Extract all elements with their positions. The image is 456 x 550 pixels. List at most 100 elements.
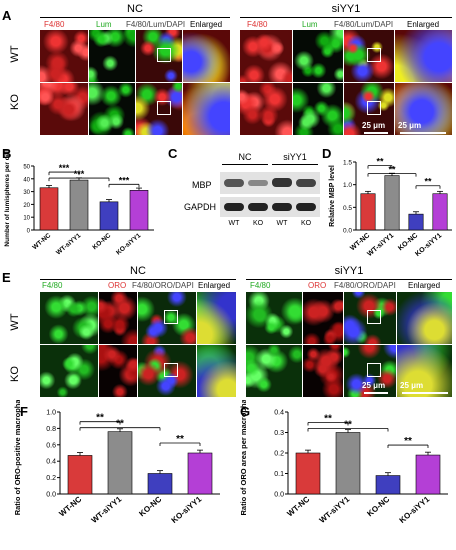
panel-label-b: B — [2, 146, 12, 161]
panel-g-y-tick-label-3: 0.3 — [274, 430, 284, 437]
panel-label-a: A — [2, 8, 12, 23]
panel-f-sig-label-1: ** — [116, 419, 124, 430]
panel-a-zoom-box-r1-c7 — [366, 48, 381, 63]
panel-c-band-label-gapdh: GAPDH — [184, 202, 217, 212]
panel-e-siyy1-channel-merge: F4/80/ORO/DAPI — [334, 281, 396, 290]
panel-b-y-tick-label-0: 0 — [27, 229, 31, 235]
panel-d-bar-wt-nc — [360, 193, 376, 231]
panel-d-y-tick-label-0: 0.0 — [343, 228, 352, 235]
panel-a-tile-r1-c6 — [293, 30, 343, 82]
panel-c-group-nc: NC — [238, 152, 252, 162]
panel-a-nc-channel-enlarged: Enlarged — [190, 20, 223, 29]
panel-b-x-label-1: WT-siYY1 — [55, 232, 82, 257]
panel-e-row-ko: KO — [9, 366, 21, 382]
panel-c-lane-4: KO — [300, 220, 312, 227]
panel-c-lane-2: KO — [252, 220, 264, 227]
panel-g-y-tick-label-0: 0.0 — [274, 492, 284, 499]
panel-e-tile-r1-c5 — [246, 292, 302, 344]
panel-f-bar-ko-nc — [147, 473, 173, 495]
panel-c-blot-mbp — [220, 172, 320, 194]
panel-a-tile-r2-c2 — [89, 83, 135, 135]
panel-a-group-siyy1-line — [240, 17, 452, 18]
panel-e-zoom-box-r2-c3 — [164, 363, 179, 378]
panel-a-tile-r2-c3 — [136, 83, 182, 135]
panel-f-x-label-0: WT-NC — [57, 494, 83, 518]
panel-e-siyy1-channel-oro: ORO — [308, 281, 327, 290]
panel-c-lane-3: WT — [276, 220, 288, 227]
panel-a-tile-r2-c7 — [344, 83, 394, 135]
panel-label-g: G — [240, 404, 251, 419]
panel-e-tile-r2-c4 — [197, 345, 236, 397]
panel-e-tile-r2-c1 — [40, 345, 98, 397]
panel-e-group-siyy1-line — [246, 279, 452, 280]
panel-e-siyy1-channel-f480: F4/80 — [250, 281, 271, 290]
panel-e-zoom-box-r1-c3 — [164, 310, 179, 325]
panel-b-y-tick-label-2: 20 — [23, 203, 30, 209]
panel-a-tile-r1-c1 — [40, 30, 88, 82]
panel-e-nc-channel-f480: F4/80 — [42, 281, 63, 290]
panel-e-scale-small-label: 25 μm — [362, 381, 386, 390]
panel-d-y-tick-label-3: 1.5 — [343, 160, 352, 167]
panel-e-nc-channel-oro: ORO — [108, 281, 127, 290]
panel-e-zoom-box-r1-c7 — [367, 310, 382, 325]
panel-a-row-ko: KO — [9, 94, 21, 110]
panel-c-group-siyy1: siYY1 — [283, 152, 307, 162]
panel-e-group-nc-line — [40, 279, 236, 280]
panel-f-y-tick-label-3: 0.6 — [46, 442, 56, 449]
panel-c-group-siyy1-line — [272, 164, 318, 165]
panel-a-tile-r2-c8 — [395, 83, 452, 135]
panel-a-zoom-box-r1-c3 — [156, 48, 171, 63]
panel-e-nc-channel-enlarged: Enlarged — [198, 281, 231, 290]
panel-g-sig-label-0: ** — [324, 414, 332, 425]
panel-b-y-tick-label-4: 40 — [23, 177, 30, 183]
panel-d-bar-ko-siyy1 — [432, 193, 448, 231]
panel-c-lane-1: WT — [228, 220, 240, 227]
panel-d-sig-label-1: ** — [388, 165, 396, 175]
panel-e-scale-small-bar — [364, 392, 388, 394]
panel-e-tile-r1-c8 — [397, 292, 452, 344]
panel-a-tile-r1-c5 — [240, 30, 292, 82]
panel-f-x-label-2: KO-NC — [137, 494, 163, 518]
panel-e-tile-r2-c2 — [99, 345, 137, 397]
panel-a-tile-r2-c4 — [183, 83, 230, 135]
panel-f-y-tick-label-0: 0.0 — [46, 492, 56, 499]
panel-b-y-tick-label-1: 10 — [23, 216, 30, 222]
panel-g-x-label-3: KO-siYY1 — [398, 494, 432, 525]
panel-b-x-label-2: KO-NC — [91, 232, 112, 251]
panel-b-sig-label-1: *** — [74, 169, 85, 179]
panel-c-blot-gapdh — [220, 197, 320, 217]
panel-b-x-label-0: WT-NC — [31, 232, 52, 251]
panel-g-y-tick-label-4: 0.4 — [274, 410, 284, 417]
panel-f-y-tick-label-2: 0.4 — [46, 459, 56, 466]
panel-b-bar-ko-nc — [99, 201, 119, 231]
panel-f-sig-label-2: ** — [176, 434, 184, 445]
panel-d-y-tick-label-1: 0.5 — [343, 205, 352, 212]
panel-b-sig-label-2: *** — [119, 175, 130, 185]
panel-e-nc-channel-merge: F4/80/ORO/DAPI — [132, 281, 194, 290]
panel-g-bar-wt-nc — [295, 452, 321, 495]
panel-a-scale-large-bar — [400, 132, 446, 134]
panel-f-bar-chart: 0.0 0.2 0.4 0.6 0.8 1.0 Ratio of ORO-positive … — [13, 400, 220, 525]
panel-d-bar-wt-siyy1 — [384, 175, 400, 231]
panel-label-d: D — [322, 146, 332, 161]
panel-b-y-tick-label-5: 50 — [23, 165, 30, 171]
panel-a-scale-large-label: 25 μm — [398, 121, 422, 130]
panel-e-tile-r2-c5 — [246, 345, 302, 397]
panel-e-tile-r2-c7 — [344, 345, 396, 397]
panel-a-siyy1-channel-enlarged: Enlarged — [407, 20, 440, 29]
panel-d-bar-chart: 0.0 0.5 1.0 1.5 Relative MBP level WT-NCWT-si… — [329, 157, 452, 258]
panel-a-row-wt: WT — [9, 45, 21, 63]
panel-b-y-axis-label: Number of lumispheres per cell — [4, 149, 11, 246]
panel-g-bar-wt-siyy1 — [335, 432, 361, 495]
panel-a-siyy1-channel-lum: Lum — [302, 20, 318, 29]
panel-g-y-tick-label-2: 0.2 — [274, 451, 284, 458]
panel-a-group-nc: NC — [127, 3, 143, 15]
panel-a-group-siyy1: siYY1 — [331, 3, 361, 15]
panel-b-x-label-3: KO-siYY1 — [115, 232, 142, 257]
panel-a-nc-channel-f480: F4/80 — [44, 20, 65, 29]
panel-d-sig-label-2: ** — [424, 177, 432, 187]
panel-e-tile-r1-c2 — [99, 292, 137, 344]
panel-g-sig-label-1: ** — [344, 420, 352, 431]
panel-a-tile-r2-c5 — [240, 83, 292, 135]
panel-e-row-wt: WT — [9, 313, 21, 331]
